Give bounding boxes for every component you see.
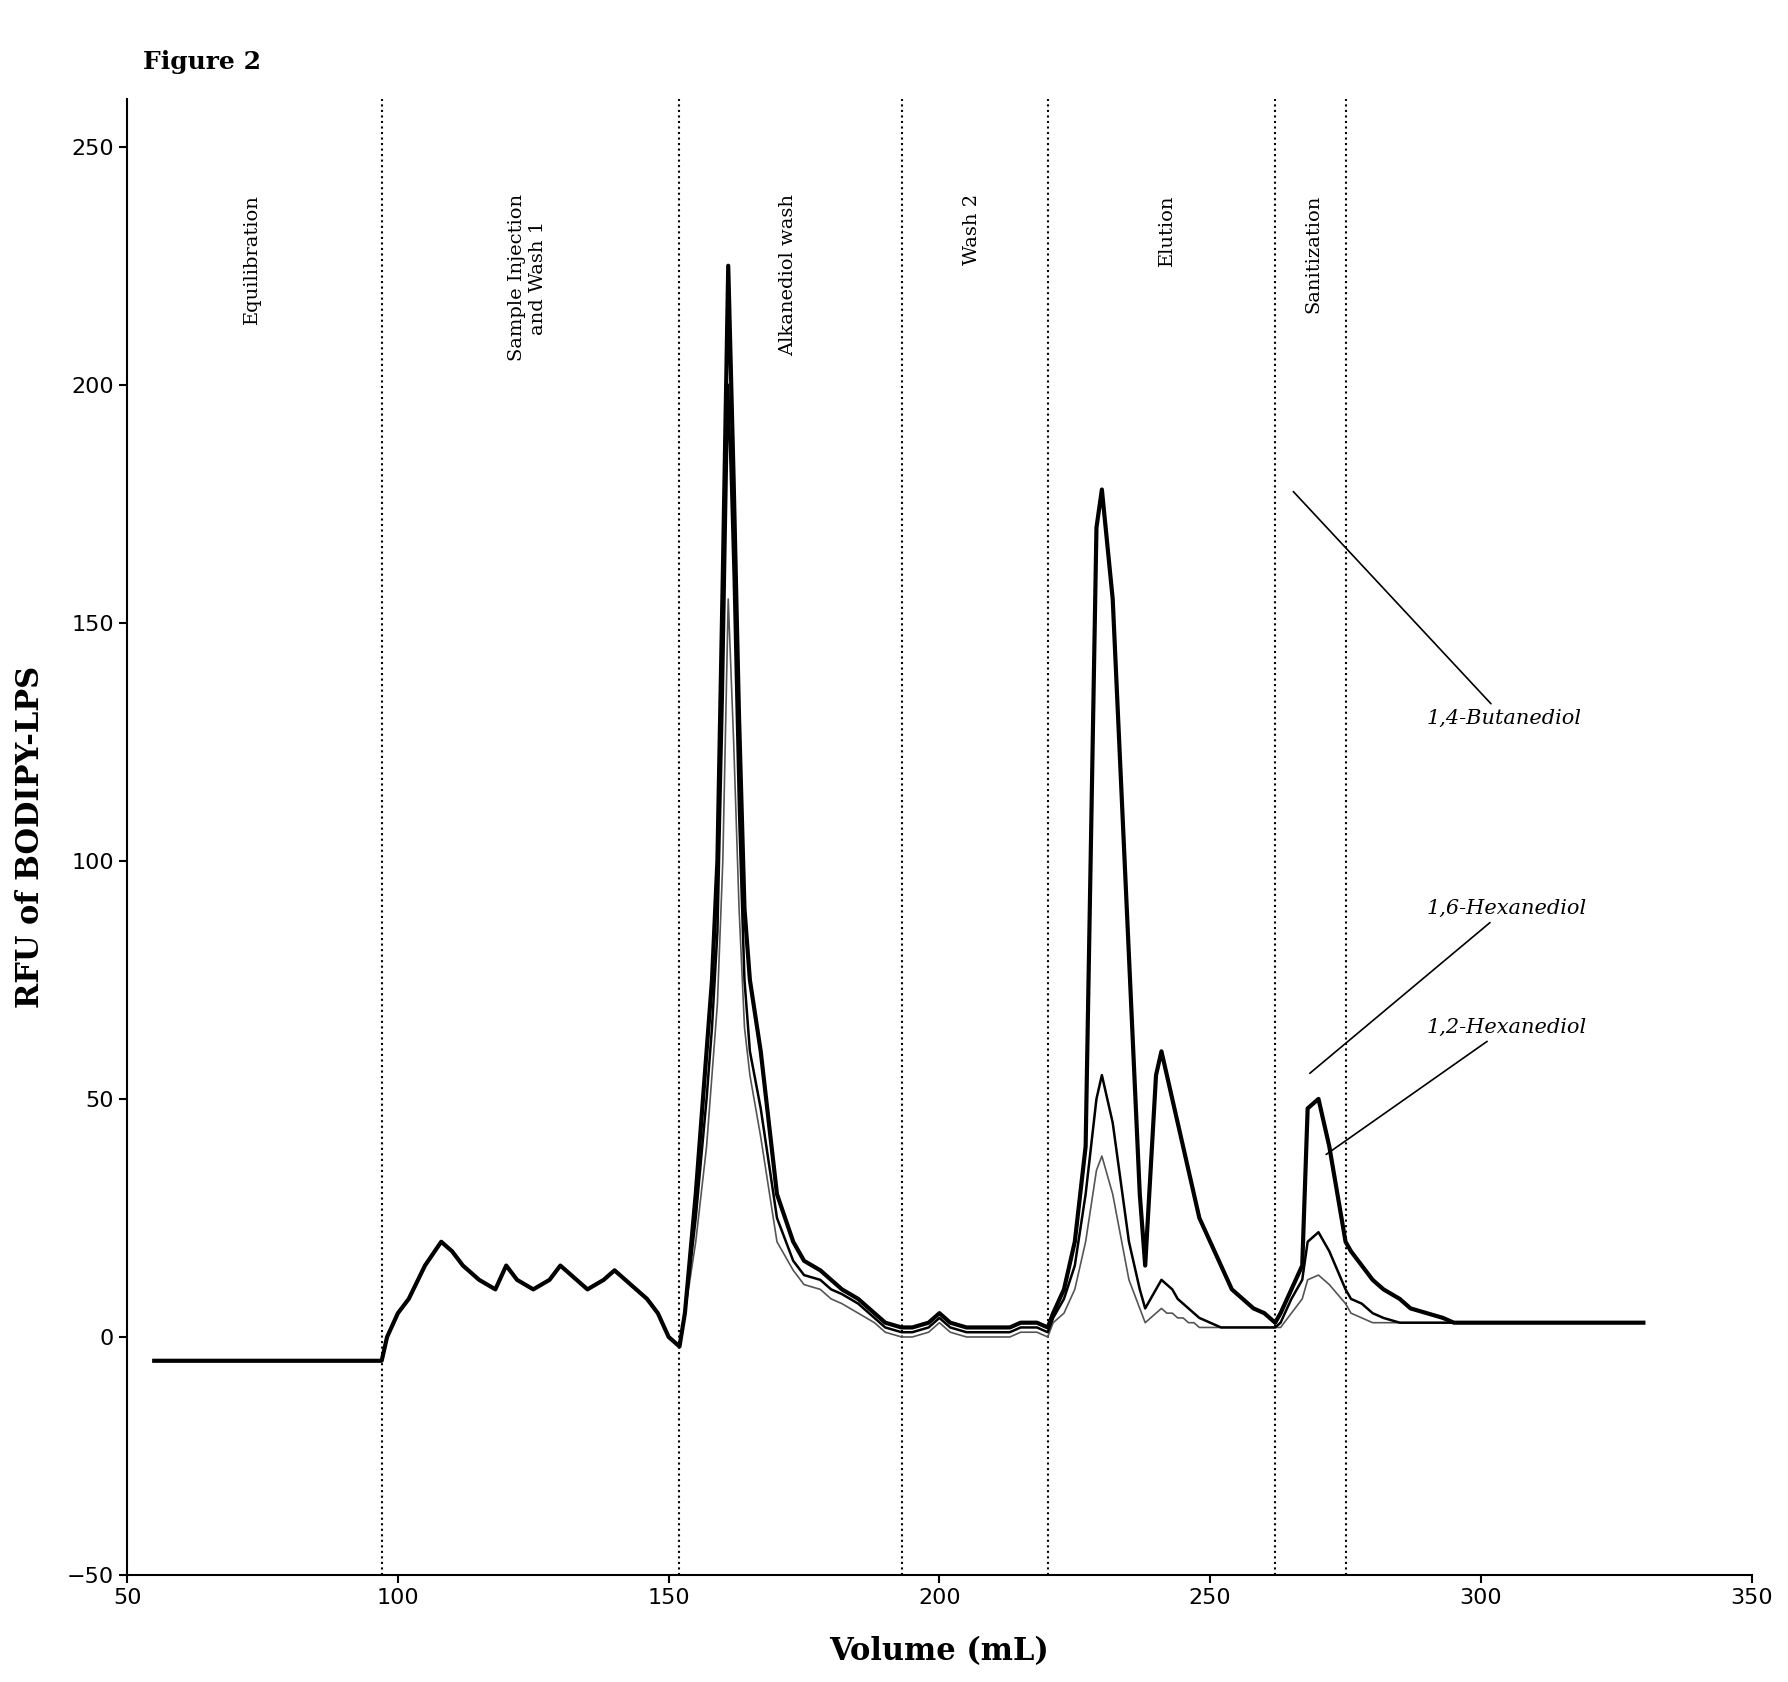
Text: Alkanediol wash: Alkanediol wash bbox=[780, 195, 797, 357]
Text: Sample Injection
and Wash 1: Sample Injection and Wash 1 bbox=[508, 195, 547, 362]
Text: Sanitization: Sanitization bbox=[1303, 195, 1321, 313]
Text: Wash 2: Wash 2 bbox=[964, 195, 982, 266]
X-axis label: Volume (mL): Volume (mL) bbox=[830, 1637, 1050, 1667]
Text: 1,4-Butanediol: 1,4-Butanediol bbox=[1293, 491, 1582, 728]
Text: Elution: Elution bbox=[1159, 195, 1177, 266]
Text: 1,2-Hexanediol: 1,2-Hexanediol bbox=[1327, 1018, 1588, 1154]
Text: Figure 2: Figure 2 bbox=[143, 50, 261, 74]
Text: Equilibration: Equilibration bbox=[243, 195, 261, 325]
Y-axis label: RFU of BODIPY-LPS: RFU of BODIPY-LPS bbox=[14, 666, 46, 1008]
Text: 1,6-Hexanediol: 1,6-Hexanediol bbox=[1311, 898, 1588, 1073]
